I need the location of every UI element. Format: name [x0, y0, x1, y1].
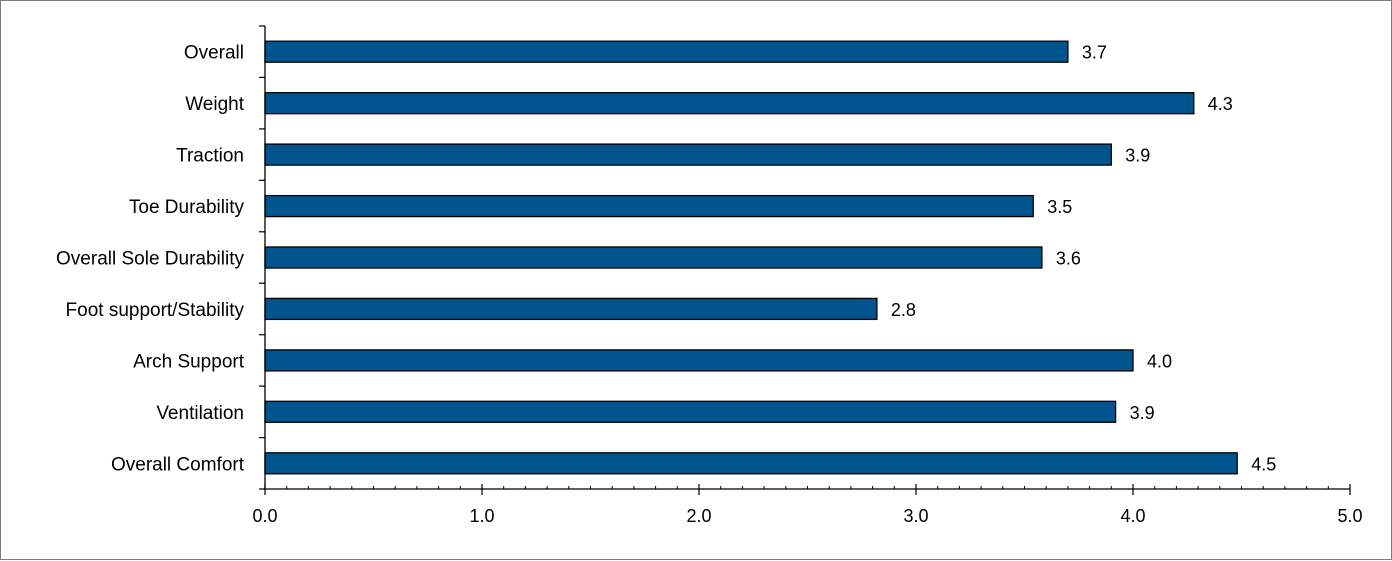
axes-group	[259, 25, 1351, 495]
value-label: 3.7	[1082, 43, 1107, 63]
x-tick-label: 2.0	[686, 506, 711, 526]
x-tick-label: 3.0	[903, 506, 928, 526]
category-label: Toe Durability	[129, 197, 245, 218]
bar	[264, 40, 1069, 63]
value-label: 3.9	[1130, 403, 1155, 423]
category-label: Ventilation	[156, 403, 244, 424]
x-tick-label: 4.0	[1120, 506, 1145, 526]
x-tick-label: 5.0	[1337, 506, 1362, 526]
bar	[264, 452, 1238, 475]
bar	[264, 349, 1134, 372]
bar	[264, 246, 1043, 269]
bar	[264, 194, 1034, 218]
x-tick-label: 0.0	[252, 506, 277, 526]
category-label: Overall Sole Durability	[56, 249, 244, 270]
bar	[264, 297, 878, 321]
category-label: Foot support/Stability	[66, 300, 245, 321]
value-label: 4.3	[1208, 94, 1233, 114]
labels-group: Overall 3.7 Weight 4.3 Traction 3.9 Toe Durabi…	[56, 43, 1362, 526]
value-label: 4.5	[1251, 454, 1276, 474]
x-tick-label: 1.0	[469, 506, 494, 526]
category-label: Arch Support	[133, 351, 245, 372]
category-label: Weight	[185, 94, 245, 115]
value-label: 4.0	[1147, 351, 1172, 371]
category-label: Overall Comfort	[111, 454, 245, 475]
value-label: 2.8	[891, 300, 916, 320]
bar	[264, 143, 1112, 166]
value-label: 3.9	[1125, 146, 1150, 166]
category-label: Traction	[176, 146, 244, 167]
bar	[264, 92, 1195, 115]
bar	[264, 400, 1117, 423]
value-label: 3.5	[1047, 197, 1072, 217]
value-label: 3.6	[1056, 249, 1081, 269]
category-label: Overall	[184, 43, 244, 64]
bars-group	[264, 40, 1238, 475]
